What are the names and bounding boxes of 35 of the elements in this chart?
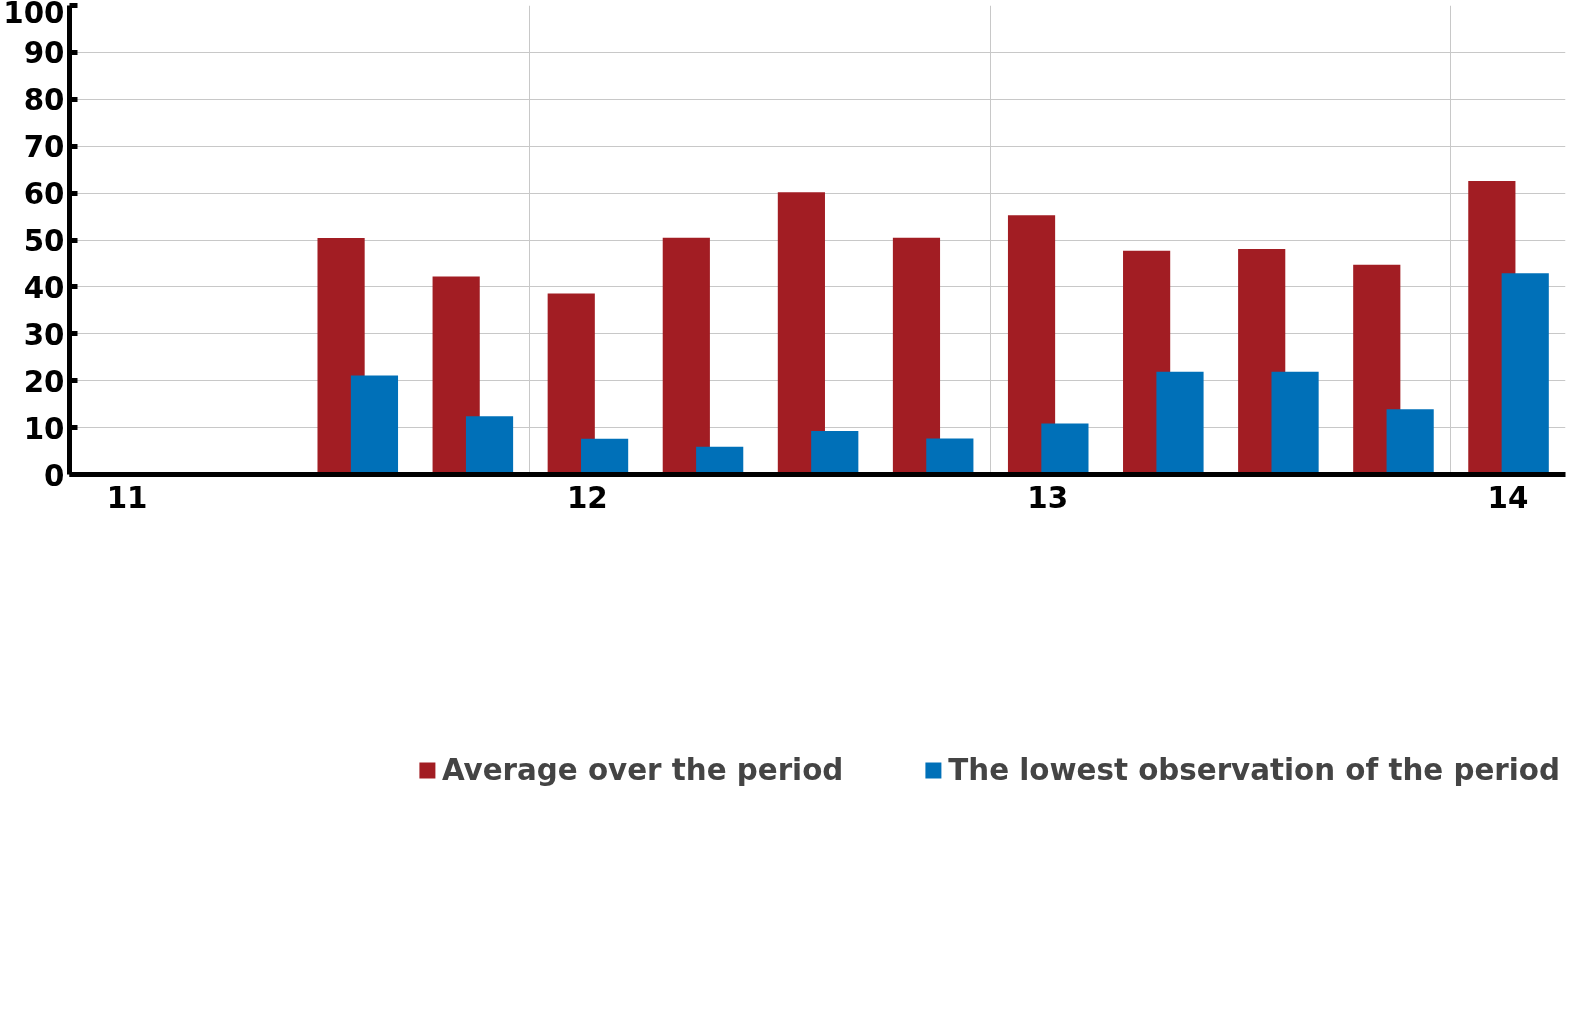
y-tick-label: 90 bbox=[23, 36, 65, 71]
x-tick-label: 11 bbox=[106, 480, 148, 515]
y-tick-label: 60 bbox=[23, 177, 65, 212]
legend-label: The lowest observation of the period bbox=[948, 753, 1560, 787]
bar bbox=[926, 438, 974, 475]
bar bbox=[547, 293, 595, 475]
y-tick-label: 10 bbox=[23, 411, 65, 446]
y-tick-label: 70 bbox=[23, 130, 65, 165]
bar bbox=[1501, 273, 1549, 475]
y-tick-label: 50 bbox=[23, 224, 65, 258]
bar bbox=[1271, 371, 1319, 475]
y-tick-label: 100 bbox=[3, 0, 65, 30]
bar bbox=[811, 430, 859, 475]
bar bbox=[465, 416, 514, 475]
bar bbox=[662, 237, 710, 475]
x-tick-label: 12 bbox=[566, 480, 608, 515]
bar bbox=[1353, 264, 1401, 475]
y-tick-label: 80 bbox=[23, 83, 65, 118]
bar bbox=[1156, 371, 1204, 475]
bar bbox=[696, 446, 744, 475]
legend-label: Average over the period bbox=[441, 753, 844, 787]
x-tick-label: 13 bbox=[1027, 480, 1069, 515]
bar bbox=[432, 276, 480, 475]
bar bbox=[777, 192, 825, 475]
bar bbox=[1041, 423, 1089, 475]
bar bbox=[1386, 409, 1434, 475]
y-tick-label: 30 bbox=[23, 317, 65, 352]
y-tick-label: 0 bbox=[44, 458, 65, 493]
y-tick-label: 20 bbox=[23, 364, 65, 399]
y-tick-label: 40 bbox=[23, 270, 65, 305]
bar bbox=[581, 438, 629, 475]
bar bbox=[892, 237, 941, 475]
bar bbox=[350, 375, 399, 475]
bar bbox=[1007, 215, 1056, 475]
x-tick-label: 14 bbox=[1487, 480, 1529, 515]
